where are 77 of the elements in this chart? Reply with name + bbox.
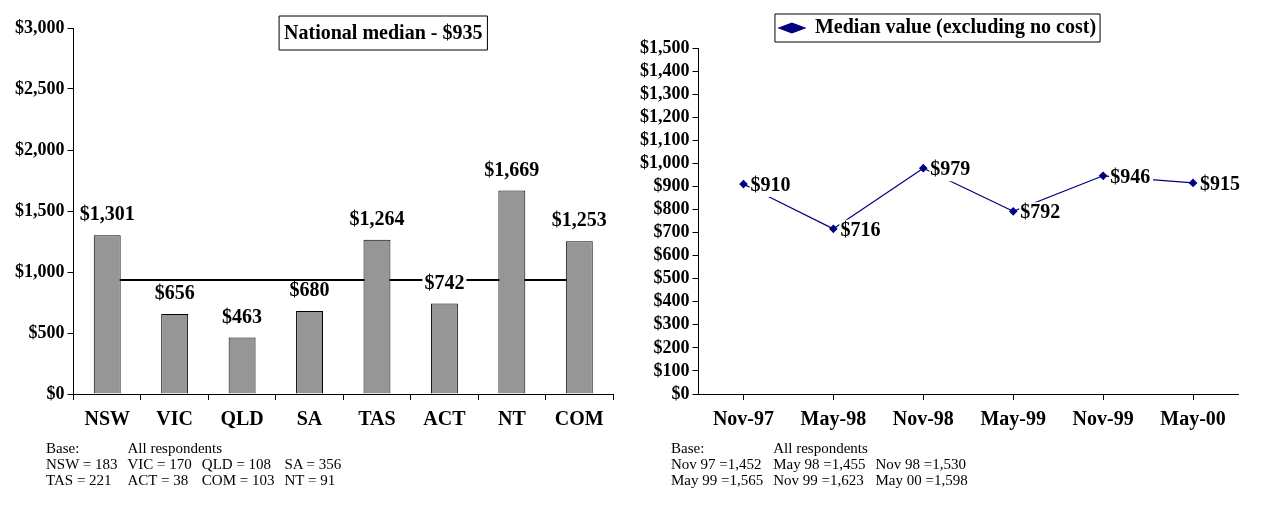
- text: May 00 =1,598: [875, 472, 968, 488]
- text: Nov 97 =1,452: [671, 456, 763, 472]
- y-tick-label: $2,500: [15, 77, 65, 98]
- data-label: $910: [750, 173, 791, 196]
- data-label: $716: [840, 218, 881, 241]
- y-tick-label: $1,000: [15, 260, 65, 281]
- data-label: $1,253: [551, 208, 607, 231]
- text: May 98 =1,455: [773, 456, 866, 472]
- text: SA = 356: [284, 456, 342, 472]
- data-label: $1,301: [79, 202, 135, 225]
- text: May 99 =1,565: [671, 472, 764, 488]
- y-tick-label: $600: [653, 244, 690, 265]
- text: Base:: [671, 440, 706, 456]
- y-tick-label: $900: [653, 175, 690, 196]
- data-label: $742: [424, 270, 465, 293]
- y-tick-label: $1,500: [15, 199, 65, 220]
- data-label: $656: [154, 281, 195, 304]
- point: [1099, 171, 1108, 180]
- text: Nov 98 =1,530: [875, 456, 967, 472]
- x-tick-label: NT: [497, 407, 527, 430]
- text: VIC = 170: [127, 456, 192, 472]
- y-tick-label: $3,000: [15, 16, 65, 37]
- data-label: $792: [1020, 200, 1061, 223]
- data-label: $915: [1200, 172, 1241, 195]
- data-label: $1,669: [484, 157, 540, 180]
- x-tick-label: May-99: [980, 407, 1046, 431]
- x-tick-label: NSW: [84, 407, 131, 430]
- y-tick-label: $500: [653, 267, 690, 288]
- y-tick-label: $200: [653, 336, 690, 357]
- y-tick-label: $0: [671, 382, 690, 403]
- ref-line-label: National median - $935: [284, 21, 483, 44]
- y-tick-label: $1,300: [640, 82, 690, 103]
- text: All respondents: [127, 440, 224, 456]
- x-tick-label: VIC: [156, 407, 193, 430]
- x-tick-label: Nov-97: [712, 407, 775, 430]
- text: ACT = 38: [127, 472, 190, 488]
- y-tick-label: $400: [653, 290, 690, 311]
- text: TAS = 221: [46, 472, 113, 488]
- y-tick-label: $1,000: [640, 151, 690, 172]
- x-tick-label: Nov-98: [892, 407, 954, 430]
- y-tick-label: $1,200: [640, 105, 690, 126]
- x-tick-label: Nov-99: [1072, 407, 1134, 430]
- point: [829, 224, 838, 233]
- y-tick-label: $1,500: [640, 36, 690, 57]
- text: NT = 91: [284, 472, 337, 488]
- point: [1188, 178, 1198, 188]
- x-tick-label: COM: [554, 407, 604, 430]
- point: [1009, 207, 1018, 216]
- y-tick-label: $1,400: [640, 59, 690, 80]
- data-label: $463: [222, 304, 263, 327]
- x-tick-label: May-00: [1160, 407, 1226, 431]
- y-tick-label: $700: [653, 221, 690, 242]
- data-label: $946: [1110, 164, 1151, 187]
- text: QLD = 108: [201, 456, 273, 472]
- text: NSW = 183: [46, 456, 118, 472]
- data-label: $979: [930, 157, 971, 180]
- y-tick-label: $0: [46, 382, 65, 403]
- point: [739, 179, 748, 189]
- x-tick-label: TAS: [358, 407, 396, 430]
- text: Base:: [46, 440, 81, 456]
- text: All respondents: [773, 440, 869, 456]
- point: [919, 164, 928, 173]
- x-tick-label: SA: [296, 407, 323, 430]
- text: Nov 99 =1,623: [773, 472, 865, 488]
- y-tick-label: $2,000: [15, 138, 65, 159]
- x-tick-label: ACT: [423, 407, 467, 430]
- text: COM = 103: [201, 472, 275, 488]
- y-tick-label: $1,100: [640, 128, 690, 149]
- data-label: $1,264: [349, 206, 405, 229]
- x-tick-label: May-98: [800, 407, 867, 431]
- y-tick-label: $500: [28, 321, 65, 342]
- x-tick-label: QLD: [220, 407, 264, 430]
- y-tick-label: $800: [653, 198, 690, 219]
- y-tick-label: $100: [653, 359, 690, 380]
- data-label: $680: [289, 278, 330, 301]
- legend-label: Median value (excluding no cost): [814, 15, 1097, 39]
- y-tick-label: $300: [653, 313, 690, 334]
